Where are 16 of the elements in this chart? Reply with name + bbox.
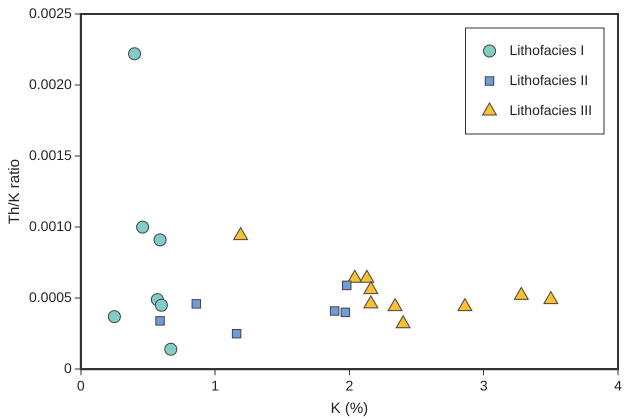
y-axis-title: Th/K ratio <box>6 159 24 224</box>
x-tick-label: 1 <box>211 377 220 394</box>
y-tick-label: 0.0025 <box>28 4 72 21</box>
y-tick-label: 0.0020 <box>28 76 72 92</box>
legend-label: Lithofacies III <box>510 102 592 118</box>
x-tick-label: 4 <box>614 377 622 394</box>
y-tick-label: 0.0015 <box>28 146 72 163</box>
legend-label: Lithofacies II <box>510 72 588 88</box>
y-tick-label: 0 <box>64 360 72 376</box>
x-tick-label: 3 <box>480 377 488 394</box>
y-tick-label: 0.0005 <box>28 289 72 306</box>
y-tick-label: 0.0010 <box>28 218 72 234</box>
x-tick-label: 0 <box>76 377 85 394</box>
x-axis-title: K (%) <box>330 400 368 418</box>
legend-label: Lithofacies I <box>510 42 584 58</box>
x-tick-label: 2 <box>346 377 354 394</box>
